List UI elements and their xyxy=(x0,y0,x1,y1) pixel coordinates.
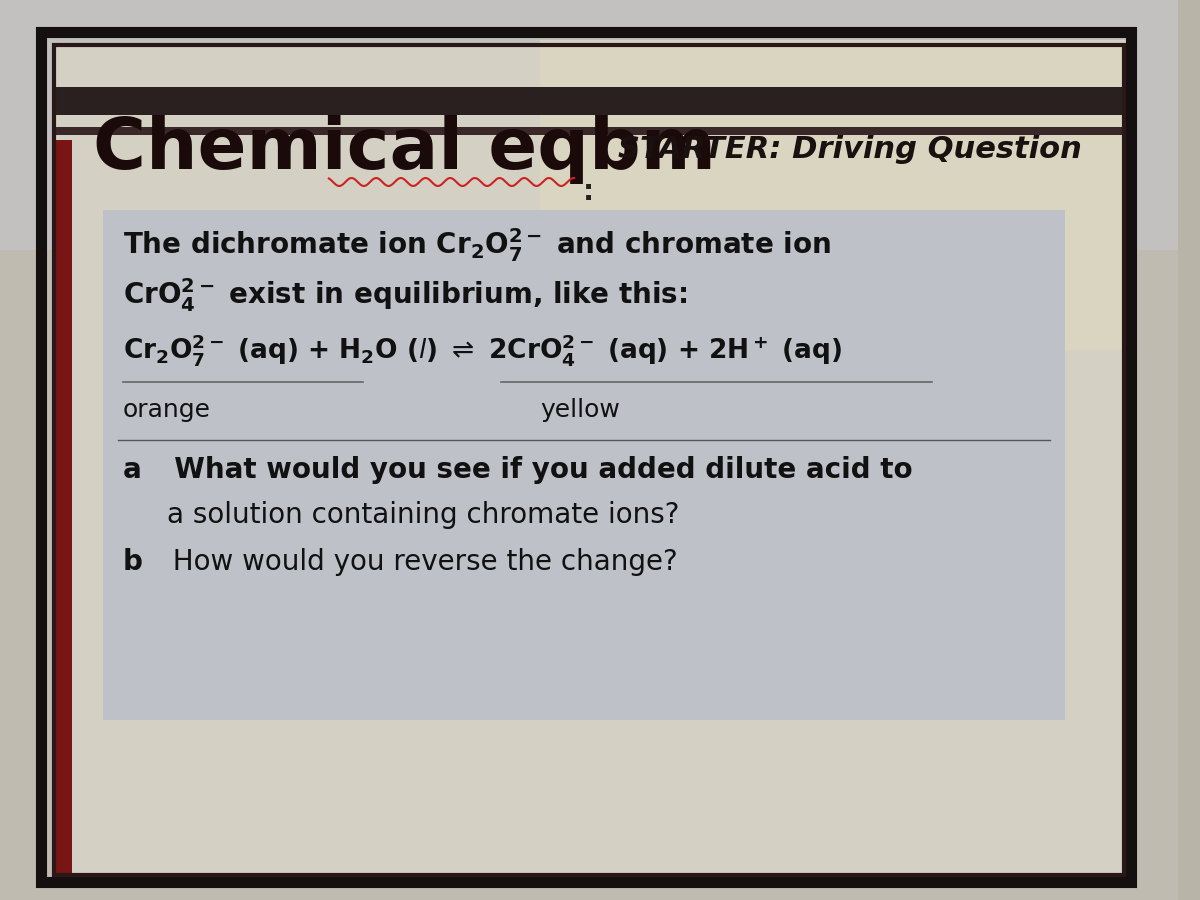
Text: $\mathbf{CrO_4^{2-}}$ exist in equilibrium, like this:: $\mathbf{CrO_4^{2-}}$ exist in equilibri… xyxy=(122,276,686,314)
Bar xyxy=(54,127,1124,135)
Bar xyxy=(54,140,72,875)
Text: a: a xyxy=(122,456,142,484)
Text: What would you see if you added dilute acid to: What would you see if you added dilute a… xyxy=(155,456,913,484)
Text: The dichromate ion $\mathbf{Cr_2O_7^{2-}}$ and chromate ion: The dichromate ion $\mathbf{Cr_2O_7^{2-}… xyxy=(122,226,830,264)
Text: a solution containing chromate ions?: a solution containing chromate ions? xyxy=(167,501,679,529)
Text: :: : xyxy=(583,178,594,206)
Text: STARTER: Driving Question: STARTER: Driving Question xyxy=(618,136,1082,165)
Bar xyxy=(540,40,1129,350)
Bar xyxy=(103,210,1064,720)
Text: Chemical eqbm: Chemical eqbm xyxy=(94,115,716,184)
Text: yellow: yellow xyxy=(540,398,619,422)
Text: b: b xyxy=(122,548,143,576)
Bar xyxy=(0,0,1178,250)
Text: $\mathbf{Cr_2O_7^{2-}}$ (aq) + $\mathbf{H_2O}$ ($\mathit{l}$) $\rightleftharpoon: $\mathbf{Cr_2O_7^{2-}}$ (aq) + $\mathbf{… xyxy=(122,332,842,368)
Bar xyxy=(54,87,1124,115)
Text: orange: orange xyxy=(122,398,211,422)
Text: How would you reverse the change?: How would you reverse the change? xyxy=(155,548,678,576)
